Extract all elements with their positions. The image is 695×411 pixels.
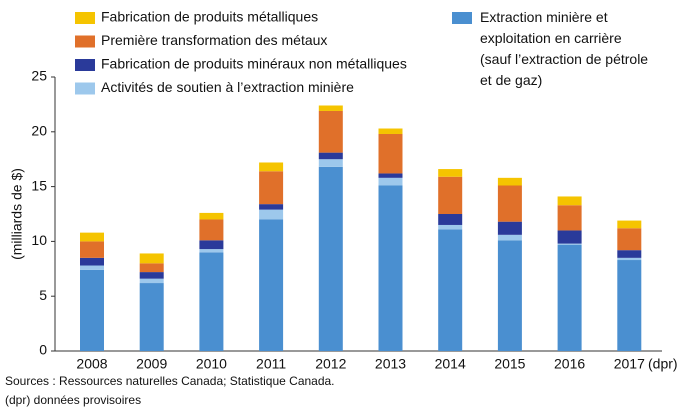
- bar-segment: [259, 209, 284, 220]
- y-tick-label: 0: [39, 342, 47, 358]
- x-tick-label: 2012: [315, 356, 346, 372]
- footnote: Sources : Ressources naturelles Canada; …: [5, 374, 335, 388]
- bar-segment: [617, 228, 642, 251]
- bar-segment: [438, 176, 463, 214]
- bar-segment: [318, 166, 343, 351]
- bar-segment: [557, 243, 582, 245]
- bar-segment: [80, 269, 104, 351]
- y-tick-label: 20: [31, 123, 47, 139]
- x-tick-label: 2016: [554, 356, 585, 372]
- bar-segment: [617, 260, 642, 351]
- bar-segment: [378, 133, 403, 174]
- bar-segment: [378, 185, 403, 351]
- bar-segment: [259, 171, 284, 205]
- x-tick-label: 2013: [375, 356, 406, 372]
- y-axis-label: (milliards de $): [9, 168, 25, 260]
- legend-label: Première transformation des métaux: [101, 32, 327, 48]
- legend-label: Activités de soutien à l’extraction mini…: [101, 79, 354, 95]
- bar-segment: [497, 221, 522, 235]
- x-tick-label: 2017: [614, 356, 645, 372]
- bar-segment: [617, 220, 642, 229]
- bar-segment: [557, 196, 582, 206]
- bar-segment: [497, 234, 522, 241]
- bar-segment: [497, 185, 522, 222]
- legend-swatch: [75, 82, 95, 95]
- y-tick-label: 25: [31, 68, 47, 84]
- y-tick-label: 10: [31, 232, 47, 248]
- bar-segment: [438, 169, 463, 177]
- bar-segment: [199, 219, 224, 241]
- x-tick-label: 2011: [256, 356, 286, 372]
- bar-segment: [199, 249, 224, 253]
- bar-segment: [259, 162, 284, 172]
- bar-segment: [497, 240, 522, 351]
- x-tick-label: 2008: [76, 356, 107, 372]
- bar-segment: [139, 278, 164, 284]
- bar-segment: [80, 265, 104, 270]
- y-tick-label: 5: [39, 287, 47, 303]
- bar-segment: [318, 105, 343, 111]
- bar-segment: [438, 224, 463, 230]
- bar-segment: [199, 240, 224, 250]
- bar-segment: [80, 241, 104, 258]
- bar-segment: [378, 128, 403, 134]
- bar-segment: [557, 205, 582, 231]
- legend-label: Extraction minière et exploitation en car…: [480, 9, 648, 88]
- bar-segment: [438, 229, 463, 351]
- x-note: (dpr): [648, 356, 678, 372]
- footnote: (dpr) données provisoires: [5, 393, 141, 407]
- x-tick-label: 2014: [435, 356, 466, 372]
- bar-segment: [318, 159, 343, 167]
- bar-segment: [318, 110, 343, 153]
- bar-segment: [378, 177, 403, 186]
- legend-swatch: [75, 59, 95, 71]
- y-tick-label: 15: [31, 177, 47, 193]
- legend-swatch: [452, 12, 472, 24]
- bar-segment: [199, 252, 224, 351]
- bar-segment: [557, 230, 582, 244]
- bar-segment: [259, 204, 284, 210]
- bar-segment: [139, 283, 164, 351]
- bar-segment: [617, 257, 642, 261]
- bar-segment: [199, 212, 224, 220]
- legend-swatch: [75, 35, 95, 48]
- x-tick-label: 2010: [196, 356, 227, 372]
- legend-swatch: [75, 12, 95, 24]
- bar-segment: [80, 257, 104, 266]
- bar-segment: [139, 272, 164, 279]
- bar-segment: [80, 232, 104, 242]
- bar-segment: [557, 244, 582, 351]
- bar-segment: [497, 177, 522, 186]
- bar-segment: [139, 263, 164, 273]
- legend-label: Fabrication de produits métalliques: [101, 9, 318, 25]
- bar-segment: [378, 173, 403, 178]
- bar-segment: [318, 152, 343, 160]
- bar-segment: [139, 253, 164, 264]
- x-tick-label: 2009: [136, 356, 167, 372]
- legend-label: Fabrication de produits minéraux non mét…: [101, 56, 407, 72]
- bar-segment: [259, 219, 284, 351]
- bar-segment: [438, 214, 463, 225]
- bar-segment: [617, 250, 642, 258]
- x-tick-label: 2015: [494, 356, 525, 372]
